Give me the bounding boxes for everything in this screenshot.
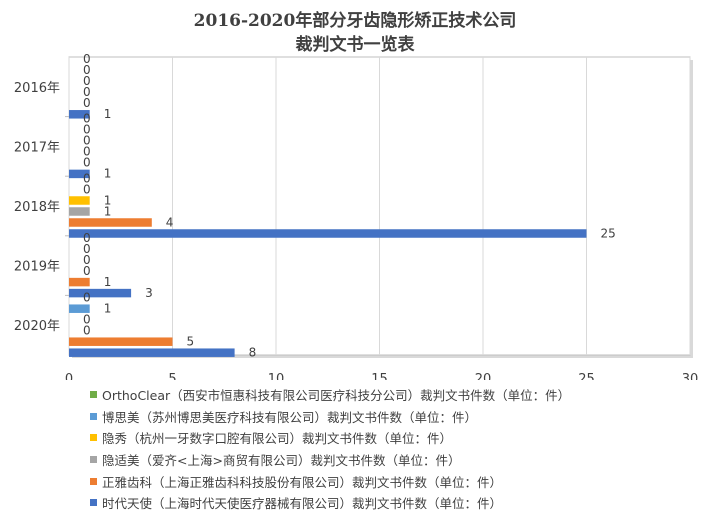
x-tick-label: 10 [268, 372, 285, 380]
x-tick-label: 0 [65, 372, 73, 380]
bar [69, 304, 90, 313]
plot-area: 0 5 10 15 20 25 302016年1000002017年1000002018年2… [14, 52, 699, 380]
data-label: 1 [104, 301, 112, 315]
bar [69, 337, 173, 346]
data-label: 0 [83, 85, 91, 99]
x-tick-label: 25 [578, 372, 595, 380]
bar [69, 196, 90, 205]
legend: OrthoClear（西安市恒惠科技有限公司医疗科技分公司）裁判文书件数（单位：… [90, 384, 700, 514]
data-label: 0 [83, 96, 91, 110]
y-category-label: 2019年 [14, 260, 60, 275]
data-label: 0 [83, 171, 91, 185]
chart-title-line-1: 2016-2020年部分牙齿隐形矫正技术公司 [193, 11, 517, 31]
legend-item: 正雅齿科（上海正雅齿科科技股份有限公司）裁判文书件数（单位：件） [90, 470, 700, 492]
legend-label: 博思美（苏州博思美医疗科技有限公司）裁判文书件数（单位：件） [102, 409, 478, 425]
bar [69, 277, 90, 287]
legend-swatch [90, 456, 97, 464]
bar [69, 207, 90, 216]
bar [69, 110, 90, 119]
data-label: 0 [83, 231, 91, 245]
data-label: 0 [83, 323, 91, 337]
data-label: 5 [187, 334, 195, 348]
legend-item: 博思美（苏州博思美医疗科技有限公司）裁判文书件数（单位：件） [90, 406, 700, 428]
bar [69, 288, 132, 298]
legend-item: OrthoClear（西安市恒惠科技有限公司医疗科技分公司）裁判文书件数（单位：… [90, 384, 700, 406]
x-tick-label: 5 [168, 372, 176, 380]
x-tick-label: 20 [475, 372, 492, 380]
data-label: 0 [83, 312, 91, 326]
bar [69, 218, 152, 227]
legend-item: 时代天使（上海时代天使医疗器械有限公司）裁判文书件数（单位：件） [90, 492, 700, 514]
data-label: 0 [83, 156, 91, 170]
legend-swatch [90, 477, 97, 485]
data-label: 0 [83, 253, 91, 267]
legend-item: 隐秀（杭州一牙数字口腔有限公司）裁判文书件数（单位：件） [90, 427, 700, 449]
y-category-label: 2020年 [14, 319, 60, 334]
legend-label: OrthoClear（西安市恒惠科技有限公司医疗科技分公司）裁判文书件数（单位：… [102, 388, 571, 404]
data-label: 1 [104, 167, 112, 181]
data-label: 0 [83, 145, 91, 159]
data-label: 0 [83, 264, 91, 278]
y-category-label: 2018年 [14, 200, 60, 215]
bar [69, 348, 235, 357]
data-label: 0 [83, 290, 91, 304]
data-label: 0 [83, 63, 91, 77]
data-label: 1 [104, 193, 112, 207]
x-tick-label: 30 [682, 372, 699, 380]
legend-swatch [90, 499, 97, 507]
data-label: 1 [104, 275, 112, 289]
data-label: 1 [104, 107, 112, 121]
data-label: 0 [83, 242, 91, 256]
data-label: 4 [166, 215, 174, 229]
data-label: 25 [601, 226, 616, 240]
bar [69, 229, 587, 238]
legend-label: 时代天使（上海时代天使医疗器械有限公司）裁判文书件数（单位：件） [102, 496, 503, 512]
data-label: 3 [145, 286, 153, 300]
y-category-label: 2016年 [14, 81, 60, 96]
legend-label: 正雅齿科（上海正雅齿科科技股份有限公司）裁判文书件数（单位：件） [102, 474, 503, 490]
legend-swatch [90, 412, 97, 420]
data-label: 0 [83, 123, 91, 137]
data-label: 0 [83, 74, 91, 88]
legend-swatch [90, 434, 97, 442]
bar [69, 169, 90, 179]
data-label: 0 [83, 134, 91, 148]
data-label: 0 [83, 112, 91, 126]
legend-label: 隐适美（爱齐<上海>商贸有限公司）裁判文书件数（单位：件） [102, 453, 461, 469]
data-label: 1 [104, 204, 112, 218]
legend-item: 隐适美（爱齐<上海>商贸有限公司）裁判文书件数（单位：件） [90, 449, 700, 471]
data-label: 8 [249, 345, 257, 359]
x-tick-label: 15 [371, 372, 388, 380]
data-label: 0 [83, 182, 91, 196]
legend-swatch [90, 391, 97, 399]
chart-title-line-2: 裁判文书一览表 [295, 35, 415, 55]
legend-label: 隐秀（杭州一牙数字口腔有限公司）裁判文书件数（单位：件） [102, 431, 453, 447]
data-label: 0 [83, 52, 91, 66]
y-category-label: 2017年 [14, 140, 60, 155]
